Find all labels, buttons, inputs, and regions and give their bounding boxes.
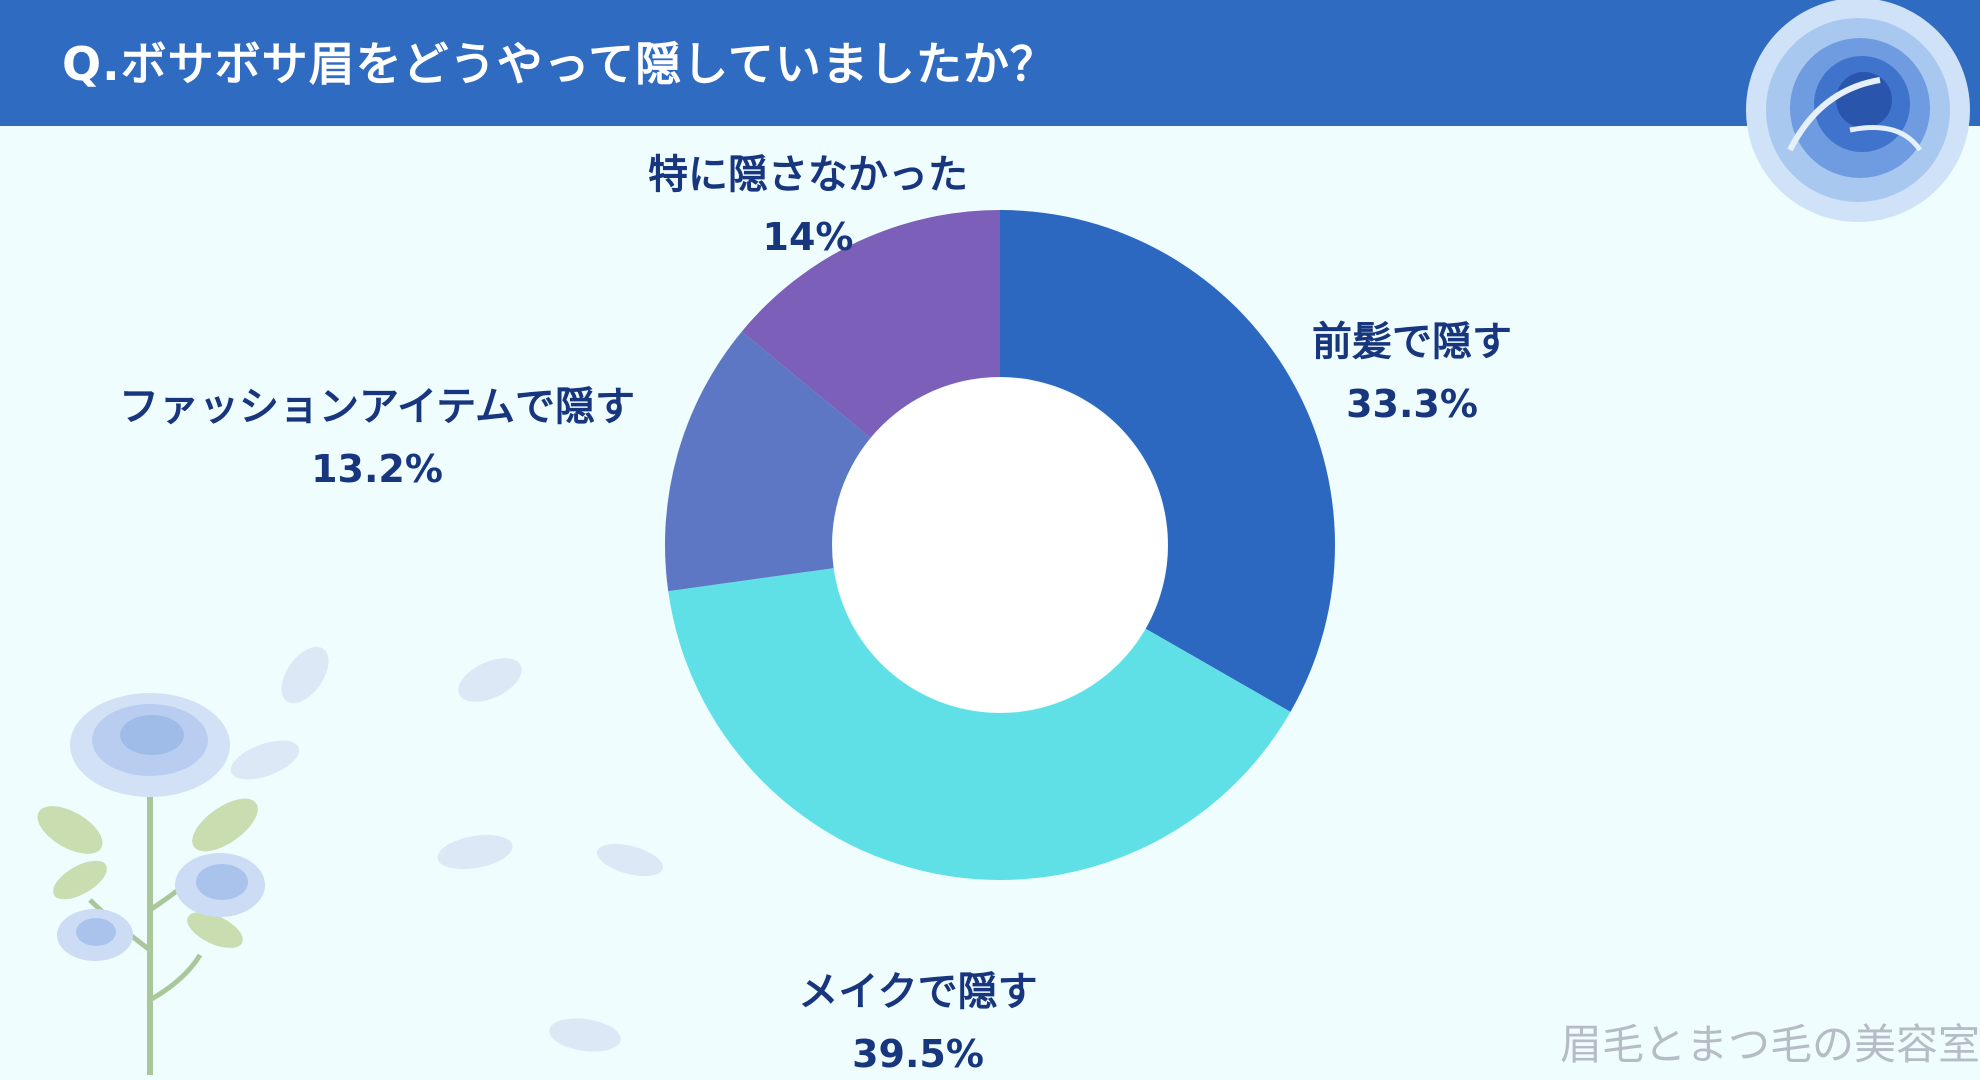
slice-labels: 前髪で隠す 33.3% メイクで隠す 39.5% ファッションアイテムで隠す 13.2% 特…	[119, 152, 1512, 1076]
watermark-text: 眉毛とまつ毛の美容室	[1559, 1020, 1980, 1069]
blue-rose-decoration-icon	[1746, 0, 1970, 222]
donut-slice	[665, 331, 871, 592]
slice-category-label: 前髪で隠す	[1312, 319, 1512, 365]
donut-slice	[741, 210, 1000, 438]
slice-category-label: メイクで隠す	[798, 969, 1037, 1015]
rose-branch-decoration-icon	[37, 693, 265, 1075]
donut-slice	[668, 568, 1291, 880]
donut-slices	[665, 210, 1335, 880]
donut-hole	[833, 378, 1167, 712]
slice-value-label: 39.5%	[852, 1032, 984, 1076]
slice-category-label: 特に隠さなかった	[648, 152, 968, 198]
slice-value-label: 14%	[763, 215, 854, 259]
slice-category-label: ファッションアイテムで隠す	[119, 384, 635, 430]
header-bar: Q.ボサボサ眉をどうやって隠していましたか？	[0, 0, 1980, 126]
slice-value-label: 13.2%	[311, 447, 443, 491]
question-title: Q.ボサボサ眉をどうやって隠していましたか？	[62, 37, 1057, 91]
slice-value-label: 33.3%	[1346, 382, 1478, 426]
petal-decoration-icon	[230, 646, 664, 1052]
donut-slice	[1000, 210, 1335, 712]
